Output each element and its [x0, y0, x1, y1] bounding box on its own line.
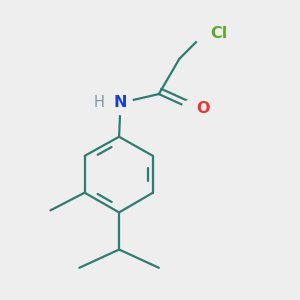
Text: H: H: [94, 95, 104, 110]
Text: Cl: Cl: [210, 26, 227, 41]
Text: N: N: [114, 95, 127, 110]
Text: O: O: [196, 101, 209, 116]
